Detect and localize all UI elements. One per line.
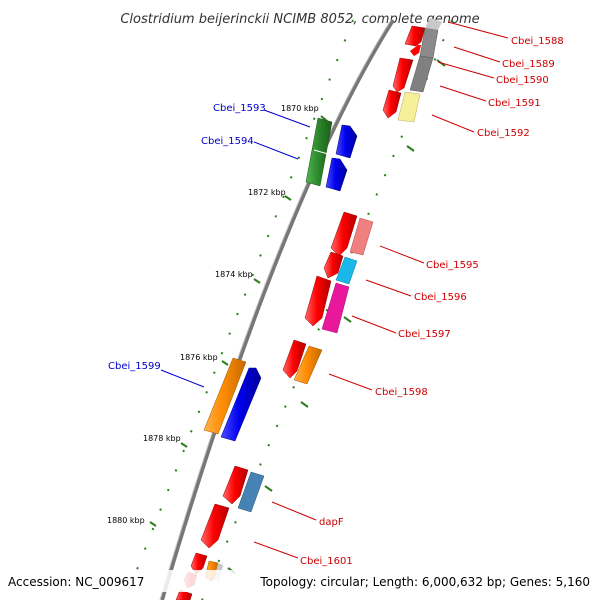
gene-glyph-cbei-1597[interactable] <box>321 282 350 334</box>
leader-line <box>160 369 205 388</box>
gene-label-cbei-1598[interactable]: Cbei_1598 <box>375 387 428 398</box>
genome-backbone-highlight <box>159 19 392 600</box>
tick-label: 1870 kbp <box>281 104 319 113</box>
leader-line <box>328 373 373 391</box>
gene-glyph-cbei-1588[interactable] <box>404 25 426 47</box>
leader-line <box>437 61 495 79</box>
page-title: Clostridium beijerinckii NCIMB 8052, com… <box>120 12 479 27</box>
tick-mark <box>149 521 157 527</box>
leader-line <box>447 21 509 39</box>
gene-glyph-cbei-1599[interactable] <box>203 357 247 435</box>
genome-backbone <box>160 18 395 600</box>
gene-glyph-cbei-1591[interactable] <box>409 55 434 93</box>
gene-label-cbei-1593[interactable]: Cbei_1593 <box>213 103 266 114</box>
gene-label-cbei-1590[interactable]: Cbei_1590 <box>496 75 549 86</box>
genome-summary-text: Topology: circular; Length: 6,000,632 bp… <box>259 575 590 589</box>
leader-line <box>253 541 299 559</box>
leader-line <box>431 114 475 133</box>
gene-label-cbei-1592[interactable]: Cbei_1592 <box>477 128 530 139</box>
tick-mark <box>264 485 273 492</box>
gene-glyph-blue-b <box>325 157 348 192</box>
tick-label: 1880 kbp <box>107 516 145 525</box>
gene-divider <box>313 149 329 155</box>
tick-mark <box>253 278 261 284</box>
forward-strand-genes <box>203 117 358 442</box>
gene-glyph-cbei-1589[interactable] <box>410 45 421 56</box>
tick-mark <box>221 360 229 366</box>
gene-glyph-red-a <box>392 57 414 93</box>
gene-glyph-cbei-1595[interactable] <box>349 217 374 256</box>
leader-line <box>379 245 425 264</box>
gene-glyph-red-b <box>382 89 402 119</box>
tick-mark <box>300 401 309 408</box>
tick-mark <box>406 145 415 152</box>
gene-glyph-red-g <box>222 465 249 505</box>
gene-label-cbei-1597[interactable]: Cbei_1597 <box>398 329 451 340</box>
leader-lines <box>160 21 509 559</box>
footer-backdrop <box>0 570 600 592</box>
gene-label-cbei-1588[interactable]: Cbei_1588 <box>511 36 564 47</box>
tick-label: 1878 kbp <box>143 434 181 443</box>
gene-glyph-cbei-1596[interactable] <box>335 256 358 285</box>
gene-glyph-cbei-1593[interactable] <box>305 117 333 187</box>
leader-line <box>271 501 317 521</box>
leader-line <box>253 141 299 160</box>
gene-label-cbei-1595[interactable]: Cbei_1595 <box>426 260 479 271</box>
gene-glyph-red-c <box>330 211 358 257</box>
leader-line <box>439 85 487 102</box>
gene-label-cbei-1601[interactable]: Cbei_1601 <box>300 556 353 567</box>
accession-text: Accession: NC_009617 <box>8 575 144 589</box>
gene-glyph-dapf[interactable] <box>237 471 265 513</box>
gene-label-cbei-1591[interactable]: Cbei_1591 <box>488 98 541 109</box>
gene-glyph-cbei-1598[interactable] <box>293 345 323 385</box>
tick-label: 1876 kbp <box>180 353 218 362</box>
tick-label: 1872 kbp <box>248 188 286 197</box>
gene-glyph-red-d <box>323 251 344 279</box>
gene-glyph-red-j <box>175 589 193 600</box>
gene-glyph-cbei-1601[interactable] <box>200 503 230 549</box>
gene-label-cbei-1589[interactable]: Cbei_1589 <box>502 59 555 70</box>
tick-mark <box>180 442 188 448</box>
gene-glyph-red-e <box>304 275 332 327</box>
leader-line <box>351 315 397 334</box>
gene-labels: Cbei_1588 Cbei_1589 Cbei_1590 Cbei_1591 … <box>108 36 564 567</box>
tick-mark <box>343 316 352 323</box>
gene-glyph-blue-c <box>220 367 262 442</box>
gene-glyph-red-f <box>282 339 307 379</box>
leader-line <box>453 46 501 63</box>
gene-label-cbei-1599[interactable]: Cbei_1599 <box>108 361 161 372</box>
gene-label-cbei-1596[interactable]: Cbei_1596 <box>414 292 467 303</box>
tick-labels: 1870 kbp 1872 kbp 1874 kbp 1876 kbp 1878… <box>107 104 319 525</box>
gene-glyph-cbei-1592[interactable] <box>397 91 421 123</box>
leader-line <box>365 279 412 297</box>
tick-mark <box>284 195 292 201</box>
gene-glyph-cbei-1594[interactable] <box>335 124 358 159</box>
gene-glyph-cbei-1590-cap <box>425 18 442 30</box>
tick-label: 1874 kbp <box>215 270 253 279</box>
gene-label-cbei-1594[interactable]: Cbei_1594 <box>201 136 254 147</box>
leader-line <box>263 109 311 128</box>
gene-label-dapf[interactable]: dapF <box>319 517 344 528</box>
